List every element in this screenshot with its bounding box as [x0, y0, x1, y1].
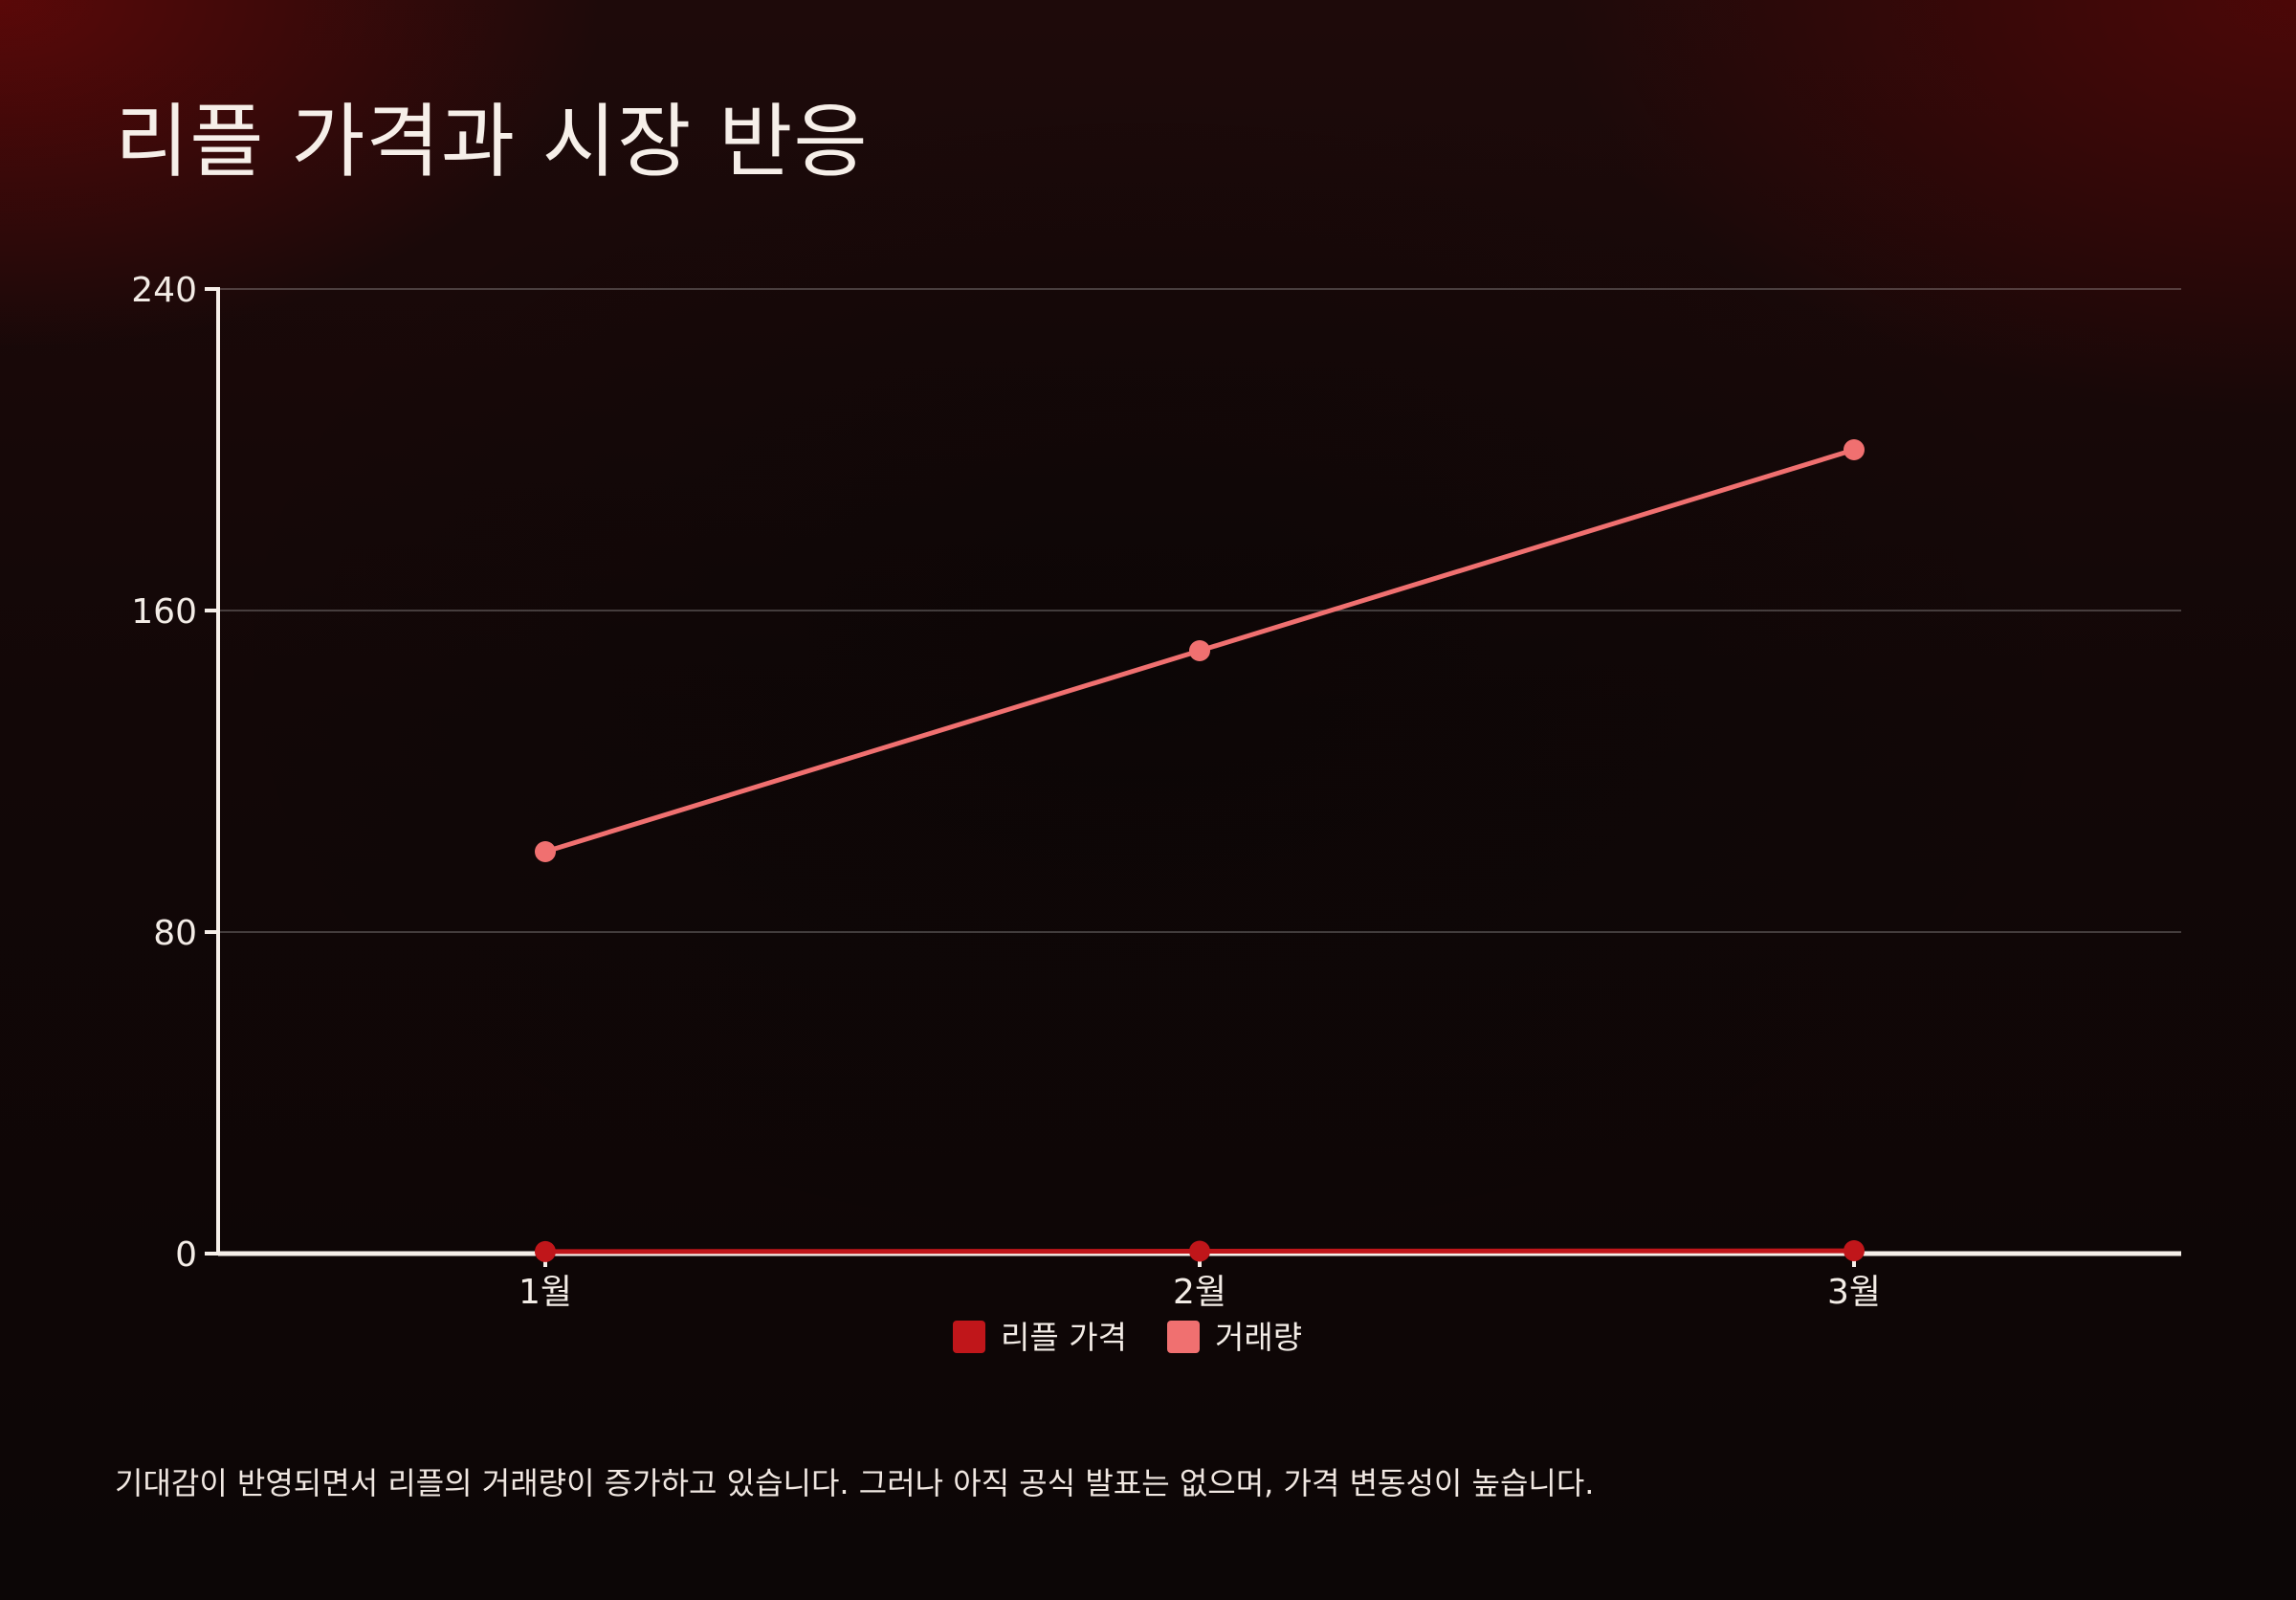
y-tick-label: 240 [131, 271, 197, 310]
chart-caption: 기대감이 반영되면서 리플의 거래량이 증가하고 있습니다. 그러나 아직 공식… [115, 1465, 1595, 1501]
data-point-price [1189, 1240, 1210, 1262]
data-point-volume [1843, 439, 1865, 460]
legend: 리플 가격 거래량 [953, 1319, 1302, 1356]
legend-swatch-price [953, 1321, 985, 1353]
legend-label-price: 리플 가격 [1001, 1319, 1127, 1356]
series [535, 439, 1865, 1262]
data-point-price [535, 1240, 556, 1262]
data-point-volume [535, 841, 556, 862]
legend-swatch-volume [1167, 1321, 1200, 1353]
y-tick-label: 0 [175, 1235, 197, 1275]
axes: 0 80 160 240 1월 2월 3월 [131, 271, 2181, 1312]
data-point-volume [1189, 640, 1210, 661]
line-chart: 0 80 160 240 1월 2월 3월 리플 가격 거래량 [131, 271, 2181, 1356]
chart-title: 리플 가격과 시장 반응 [115, 95, 869, 189]
x-tick-label: 2월 [1173, 1273, 1226, 1312]
x-tick-label: 3월 [1827, 1273, 1881, 1312]
x-tick-label: 1월 [519, 1273, 572, 1312]
grid-lines [218, 288, 2181, 933]
legend-label-volume: 거래량 [1215, 1319, 1302, 1356]
data-point-price [1843, 1240, 1865, 1262]
y-tick-label: 160 [131, 592, 197, 632]
y-tick-label: 80 [153, 914, 197, 953]
